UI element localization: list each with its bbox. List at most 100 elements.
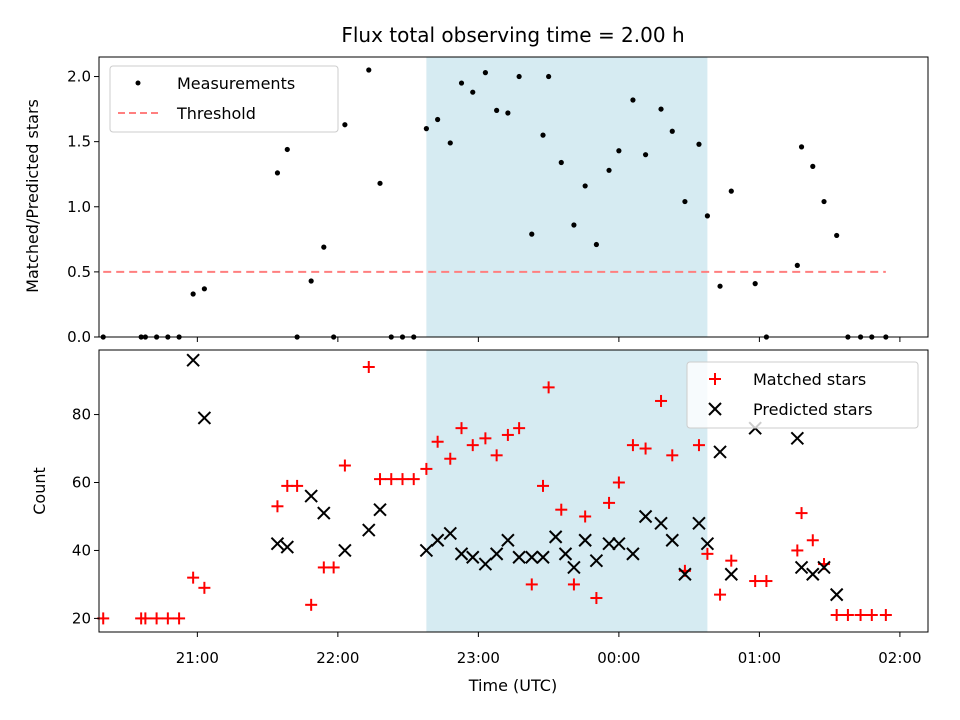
matched-star-point (466, 439, 479, 452)
measurement-point (321, 244, 327, 250)
matched-star-point (455, 422, 468, 435)
top-legend-box (109, 65, 339, 133)
x-tick-label: 02:00 (878, 649, 921, 667)
predicted-star-point (626, 547, 640, 561)
measurement-point (696, 141, 702, 147)
legend-measurements-label: Measurements (177, 74, 295, 93)
predicted-star-point (317, 506, 331, 520)
bottom-panel-frame (98, 349, 929, 633)
measurement-point (342, 122, 348, 128)
measurement-point (494, 107, 500, 113)
measurement-point (284, 146, 290, 153)
measurement-point (308, 278, 314, 284)
y-tick-label: 0.0 (67, 328, 91, 346)
measurement-point (642, 152, 649, 158)
matched-star-point (396, 473, 409, 486)
matched-star-point (603, 496, 616, 509)
predicted-star-point (794, 560, 809, 575)
matched-star-point (692, 439, 705, 452)
legend-measurements-marker (135, 80, 141, 86)
matched-star-point (173, 612, 186, 625)
measurement-point (704, 213, 711, 219)
predicted-star-point (602, 536, 616, 551)
matched-star-point (579, 510, 592, 523)
predicted-star-point (478, 557, 493, 571)
predicted-star-point (338, 543, 352, 558)
measurement-point (798, 144, 805, 150)
measurement-point (558, 159, 564, 166)
matched-star-point (639, 442, 652, 455)
measurement-point (658, 106, 664, 112)
matched-star-point (444, 452, 457, 465)
matched-star-point (490, 449, 503, 462)
measurement-point (717, 283, 723, 289)
matched-star-point (760, 575, 773, 588)
top-panel: 0.00.51.01.52.0 Matched/Predicted stars … (23, 56, 929, 346)
chart-title: Flux total observing time = 2.00 h (341, 23, 684, 47)
x-tick-label: 00:00 (597, 649, 640, 667)
y-tick-label: 1.5 (67, 133, 91, 151)
matched-star-point (879, 609, 892, 622)
measurement-point (482, 70, 488, 76)
bottom-x-ticks: 21:00 22:00 23:00 00:00 01:00 02:00 (176, 632, 922, 667)
matched-star-point (187, 571, 200, 584)
predicted-star-point (430, 533, 445, 547)
bottom-legend-box (686, 361, 919, 429)
predicted-star-point (525, 550, 539, 564)
predicted-star-point (536, 550, 550, 564)
predicted-star-point (638, 509, 653, 524)
matched-star-point (150, 612, 163, 625)
matched-star-point (479, 432, 492, 445)
matched-star-point (725, 554, 738, 567)
matched-star-point (374, 473, 387, 486)
matched-star-point (555, 503, 568, 516)
measurement-point (423, 126, 429, 132)
top-panel-shade (426, 57, 708, 337)
bottom-legend: Matched stars Predicted stars (686, 361, 919, 429)
matched-star-point (655, 394, 668, 407)
measurement-point (529, 231, 535, 237)
top-y-axis-label: Matched/Predicted stars (23, 99, 42, 293)
predicted-star-point (790, 431, 805, 446)
predicted-star-point (280, 540, 294, 554)
matched-star-point (749, 575, 762, 588)
matched-star-point (567, 578, 580, 591)
top-y-ticks: 0.0 0.5 1.0 1.5 2.0 (67, 68, 99, 346)
matched-star-point (537, 479, 550, 492)
measurement-point (606, 167, 612, 173)
measurement-point (821, 198, 827, 205)
bottom-y-ticks: 20 40 60 80 (72, 406, 99, 627)
bottom-panel-marks (97, 353, 892, 625)
measurement-point (794, 262, 800, 268)
matched-star-point (327, 561, 340, 574)
matched-star-point (830, 609, 843, 622)
matched-star-point (139, 612, 152, 625)
matched-star-point (338, 459, 351, 472)
measurement-point (458, 80, 465, 86)
predicted-star-point (362, 523, 376, 537)
matched-star-point (626, 439, 639, 452)
predicted-star-point (578, 533, 592, 547)
x-tick-label: 01:00 (738, 649, 781, 667)
predicted-star-point (700, 536, 715, 551)
matched-star-point (854, 609, 867, 622)
measurement-point (447, 140, 453, 146)
matched-star-point (590, 592, 603, 605)
measurement-point (630, 97, 636, 103)
y-tick-label: 0.5 (67, 263, 91, 281)
matched-star-point (513, 422, 526, 435)
predicted-star-point (270, 536, 285, 551)
predicted-star-point (612, 536, 626, 551)
matched-star-point (795, 507, 808, 520)
legend-predicted-label: Predicted stars (753, 400, 873, 419)
bottom-panel-shade (426, 350, 708, 632)
predicted-star-point (678, 567, 692, 581)
matched-star-point (865, 609, 878, 622)
matched-star-point (198, 581, 211, 594)
matched-star-point (666, 449, 679, 462)
predicted-star-point (443, 526, 457, 541)
matched-star-point (501, 428, 514, 441)
measurement-point (366, 67, 372, 73)
